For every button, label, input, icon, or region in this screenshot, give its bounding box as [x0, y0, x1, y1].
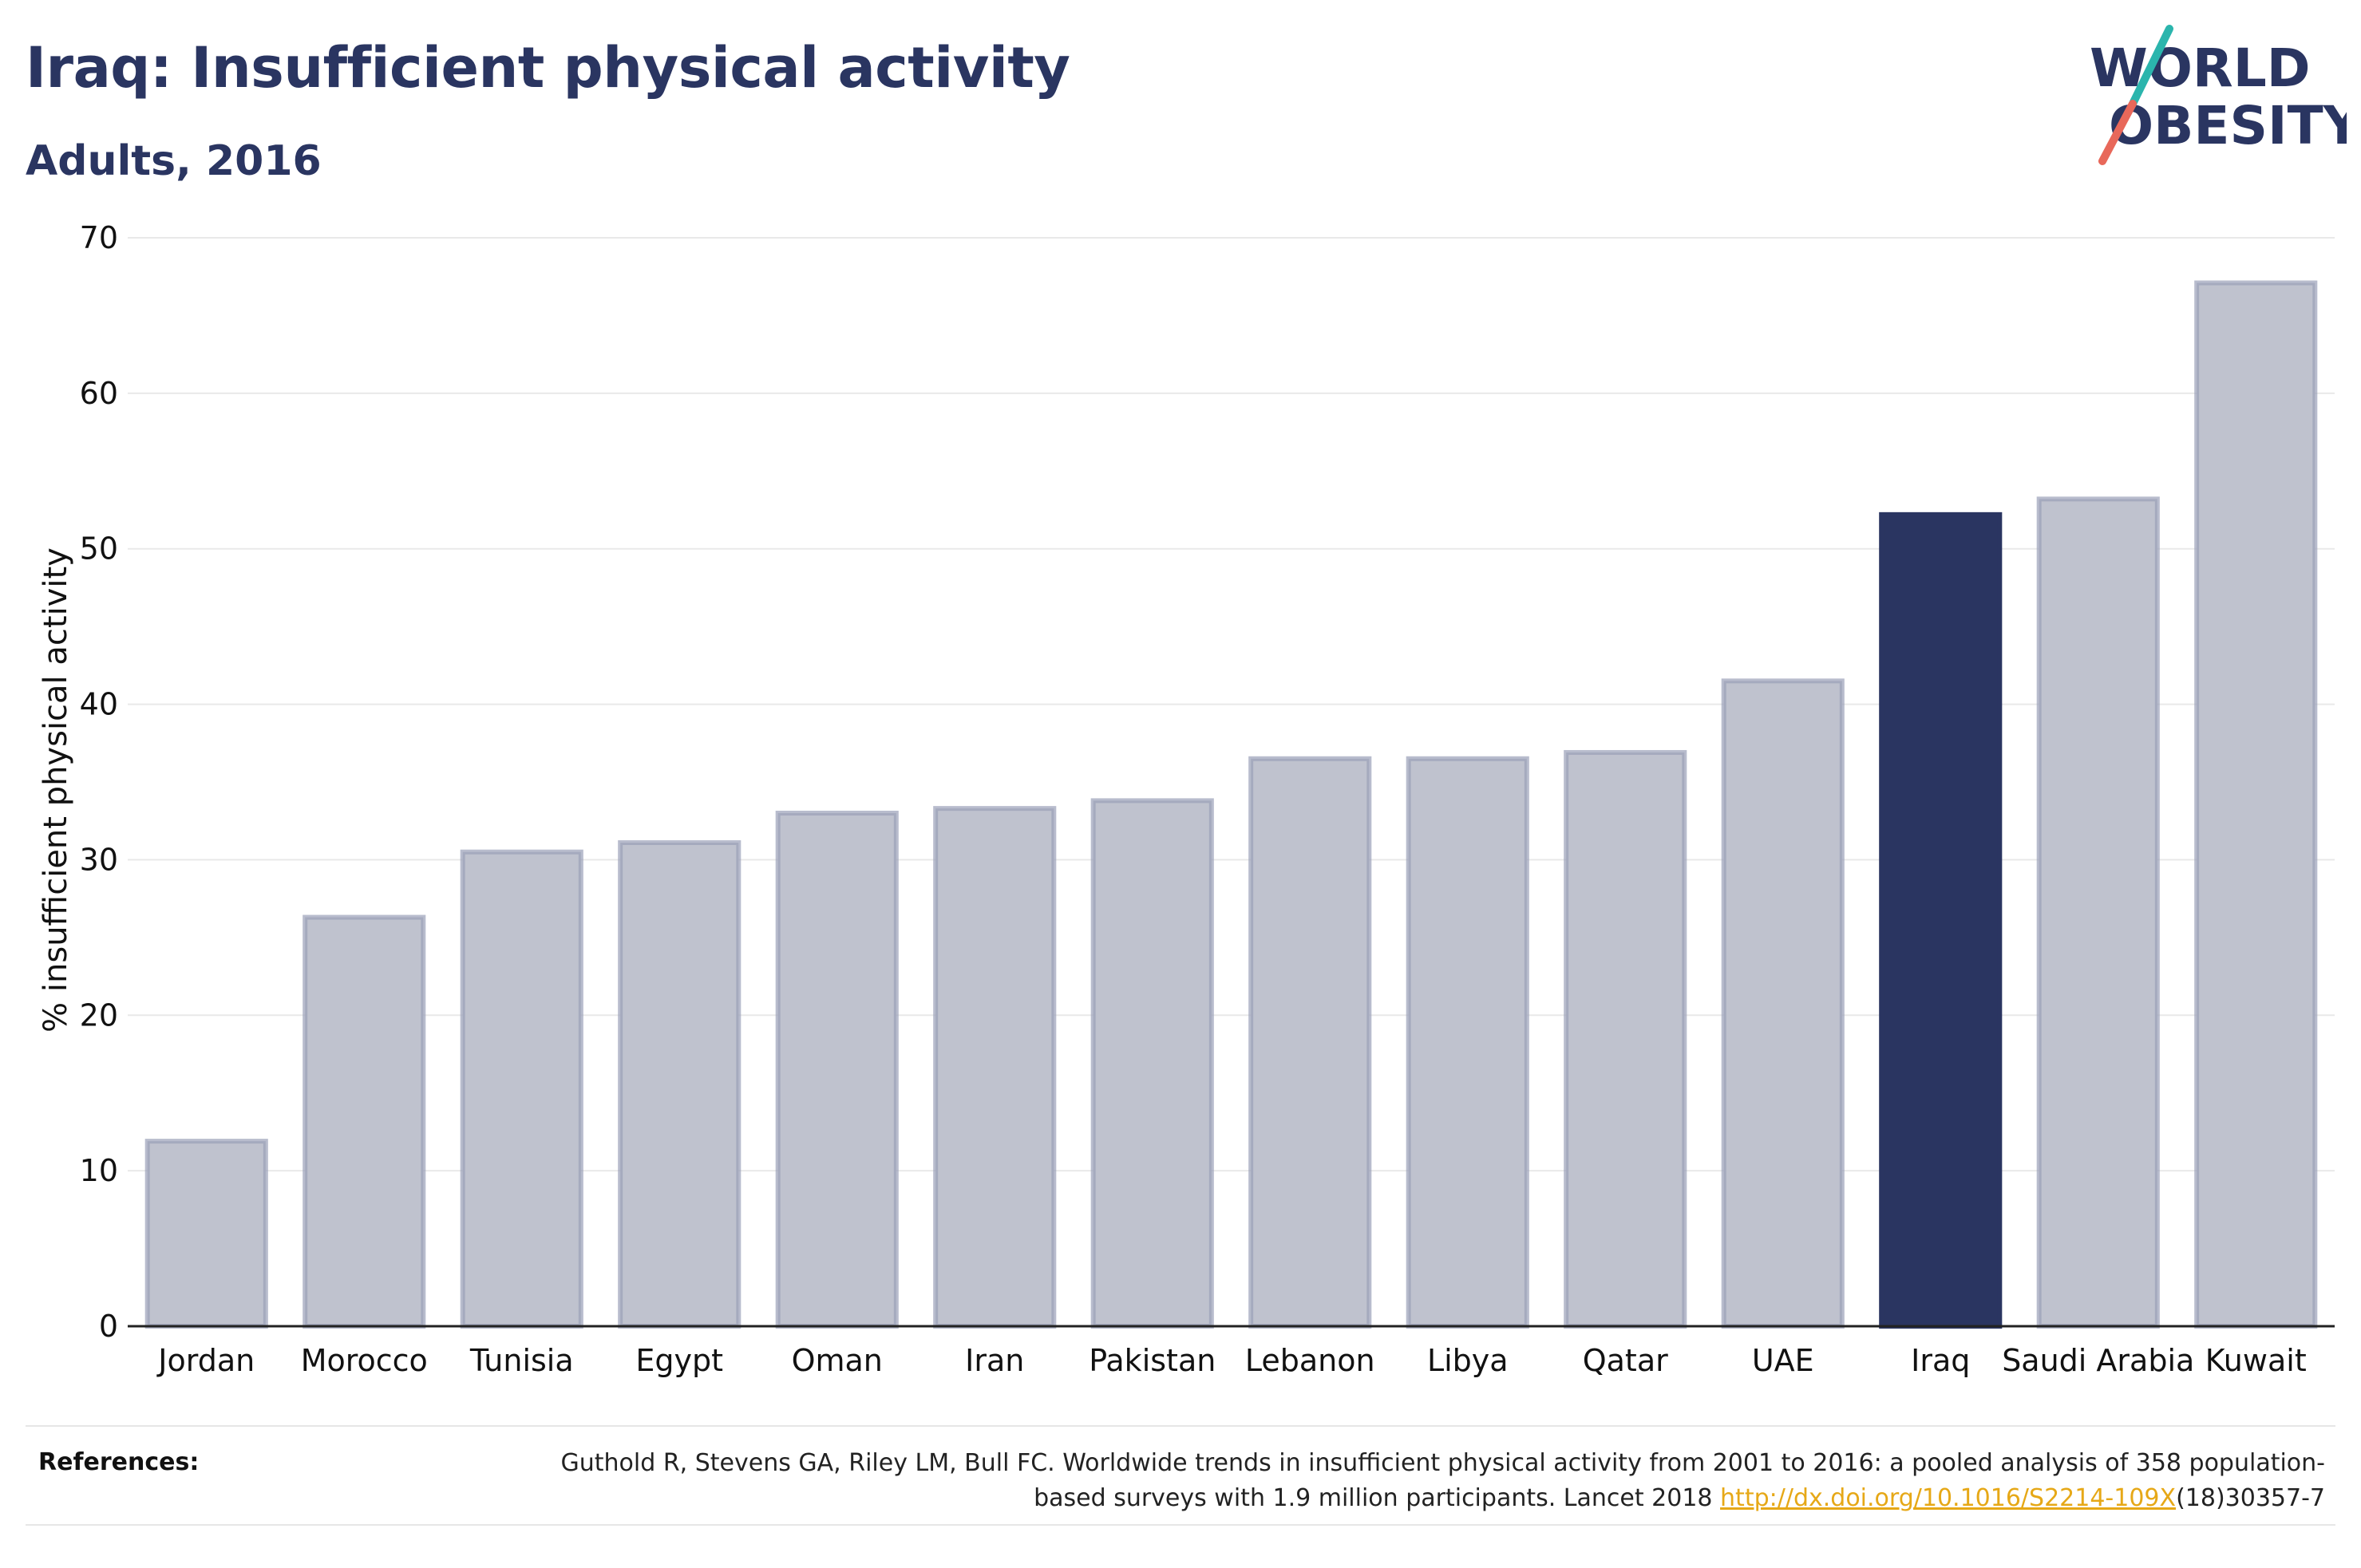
bar-libya: [1406, 756, 1529, 1329]
x-tick-label: Qatar: [1583, 1343, 1668, 1378]
bar-oman: [775, 810, 899, 1329]
references-doi-link[interactable]: http://dx.doi.org/10.1016/S2214-109X: [1720, 1484, 2177, 1512]
y-axis-title: % insufficient physical activity: [38, 547, 74, 1033]
y-tick-label: 70: [80, 220, 118, 255]
world-obesity-logo: WORLD OBESITY: [2090, 25, 2347, 165]
grid-lines: [128, 237, 2335, 1172]
y-tick-label: 50: [80, 531, 118, 567]
chart-title: Iraq: Insufficient physical activity: [26, 35, 1070, 101]
references-citation-end: (18)30357-7: [2176, 1484, 2325, 1512]
y-tick-label: 30: [80, 842, 118, 877]
x-tick-label: Jordan: [156, 1343, 255, 1378]
x-tick-label: UAE: [1752, 1343, 1814, 1378]
x-tick-label: Pakistan: [1089, 1343, 1216, 1378]
bar-iraq: [1879, 511, 2003, 1329]
svg-text:WORLD: WORLD: [2090, 38, 2311, 99]
references-label: References:: [38, 1448, 200, 1476]
bars: [144, 280, 2318, 1329]
x-tick-label: Tunisia: [469, 1343, 574, 1378]
references-citation: Guthold R, Stevens GA, Riley LM, Bull FC…: [560, 1449, 2325, 1512]
y-tick-label: 60: [80, 376, 118, 411]
bar-kuwait: [2194, 280, 2318, 1329]
x-tick-label: Egypt: [635, 1343, 723, 1378]
separator-bottom: [26, 1524, 2335, 1526]
y-tick-label: 20: [80, 997, 118, 1033]
x-tick-label: Oman: [792, 1343, 883, 1378]
x-axis-labels: Jordan Morocco Tunisia Egypt Oman Iran Pakista…: [156, 1343, 2306, 1378]
bar-jordan: [144, 1139, 268, 1329]
chart-subtitle: Adults, 2016: [26, 137, 322, 185]
bar-pakistan: [1090, 798, 1214, 1329]
y-tick-label: 0: [99, 1309, 118, 1344]
separator-top: [26, 1425, 2335, 1427]
references-text: Guthold R, Stevens GA, Riley LM, Bull FC…: [489, 1446, 2325, 1516]
y-tick-label: 10: [80, 1153, 118, 1188]
x-tick-label: Libya: [1427, 1343, 1509, 1378]
x-tick-label: Iraq: [1911, 1343, 1970, 1378]
bar-iran: [933, 806, 1057, 1329]
bar-uae: [1721, 678, 1845, 1329]
x-tick-label: Iran: [965, 1343, 1024, 1378]
x-tick-label: Saudi Arabia: [2002, 1343, 2194, 1378]
bar-lebanon: [1248, 756, 1372, 1329]
y-axis-ticks: 0 10 20 30 40 50 60 70: [80, 220, 118, 1344]
x-tick-label: Kuwait: [2205, 1343, 2307, 1378]
x-tick-label: Lebanon: [1245, 1343, 1375, 1378]
bar-egypt: [618, 839, 742, 1329]
bar-saudi-arabia: [2036, 496, 2160, 1329]
svg-text:OBESITY: OBESITY: [2109, 95, 2347, 156]
y-tick-label: 40: [80, 687, 118, 722]
bar-tunisia: [460, 849, 583, 1329]
bar-qatar: [1564, 749, 1687, 1329]
x-tick-label: Morocco: [301, 1343, 428, 1378]
bar-morocco: [303, 914, 426, 1329]
